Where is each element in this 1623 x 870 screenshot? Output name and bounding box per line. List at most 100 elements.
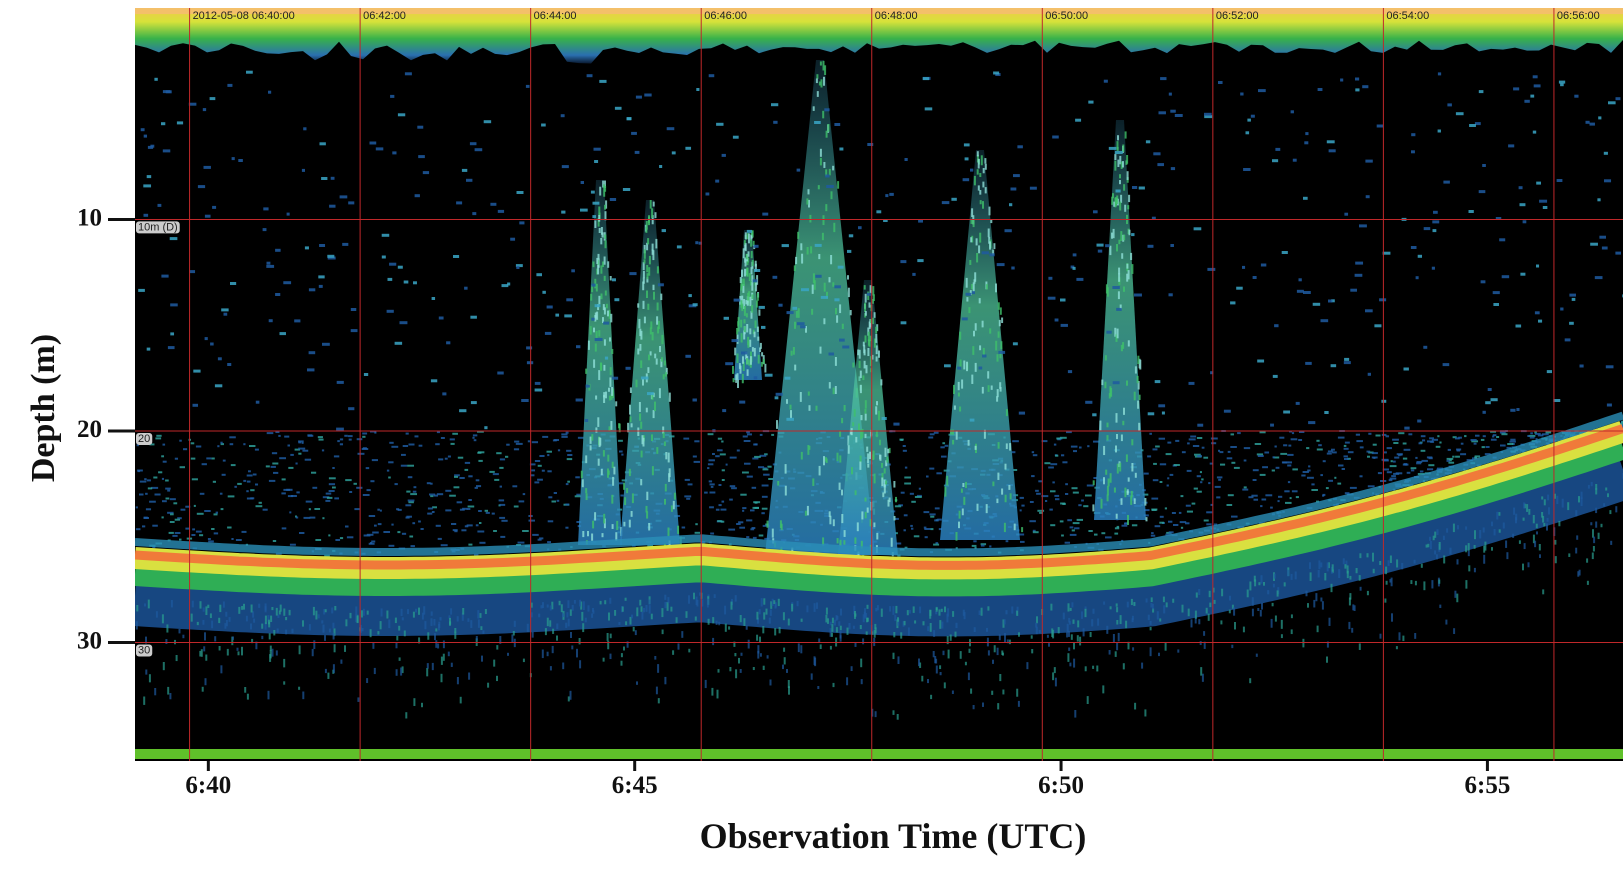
deep-echo [641, 612, 643, 620]
scatter-echo [1393, 473, 1399, 475]
target-echo [336, 428, 344, 431]
deep-echo [1116, 603, 1118, 606]
deep-echo [1349, 576, 1351, 580]
deep-echo [1598, 533, 1600, 539]
deep-echo [707, 599, 709, 608]
plume-echo [823, 162, 825, 168]
deep-echo [370, 629, 372, 637]
scatter-echo [315, 539, 321, 541]
deep-echo [592, 608, 594, 612]
plume-echo [618, 423, 620, 428]
scatter-echo [1060, 437, 1067, 439]
target-echo [867, 143, 873, 146]
deep-echo [1291, 629, 1293, 634]
target-echo [275, 293, 280, 296]
plume-echo [653, 410, 655, 418]
deep-echo [1206, 608, 1208, 614]
plume-echo [749, 340, 751, 347]
target-echo [1520, 273, 1525, 276]
target-echo [1438, 72, 1441, 75]
deep-echo [769, 618, 771, 624]
scatter-echo [710, 492, 716, 494]
plume-echo [841, 514, 843, 523]
scatter-echo [620, 495, 623, 497]
target-echo [490, 203, 496, 206]
target-echo [1230, 301, 1235, 304]
scatter-echo [403, 445, 408, 447]
plume-echo [599, 187, 601, 196]
scatter-echo [532, 534, 539, 536]
scatter-echo [281, 492, 285, 494]
deep-echo [1073, 659, 1075, 668]
plume-echo [611, 349, 613, 354]
target-echo [741, 352, 747, 355]
target-echo [858, 226, 862, 229]
target-echo [1499, 238, 1505, 241]
plume-echo [604, 276, 606, 281]
target-echo [224, 313, 228, 316]
plume-echo [755, 283, 757, 292]
deep-echo [1524, 543, 1526, 549]
target-echo [918, 220, 923, 223]
deep-echo [334, 606, 336, 610]
plume-echo [651, 208, 653, 218]
scatter-echo [366, 467, 369, 469]
target-echo [319, 244, 325, 247]
target-echo [1331, 364, 1337, 367]
plume-echo [952, 440, 954, 445]
deep-echo [1287, 570, 1289, 576]
deep-echo [1116, 643, 1118, 650]
scatter-echo [419, 445, 423, 447]
target-echo [1153, 152, 1160, 155]
plume-echo [808, 446, 810, 450]
scatter-echo [1275, 446, 1277, 448]
target-echo [1158, 404, 1165, 407]
deep-echo [1595, 522, 1597, 528]
scatter-echo [1155, 525, 1161, 527]
scatter-echo [145, 493, 148, 495]
deep-echo [622, 607, 624, 612]
target-echo [256, 401, 260, 404]
deep-echo [165, 639, 167, 644]
target-echo [917, 259, 923, 262]
deep-echo [1439, 542, 1441, 550]
plume-echo [867, 508, 869, 513]
deep-echo [893, 632, 895, 637]
plume-echo [644, 259, 646, 263]
plume-echo [600, 363, 602, 371]
deep-echo [826, 608, 828, 615]
plume-echo [857, 522, 859, 531]
target-echo [1293, 159, 1297, 162]
target-echo [147, 175, 151, 178]
target-echo [1411, 133, 1415, 136]
plume-echo [644, 317, 646, 324]
plume-echo [592, 521, 594, 529]
target-echo [867, 293, 871, 296]
plume-echo [610, 367, 612, 375]
scatter-echo [945, 445, 949, 447]
scatter-echo [479, 522, 481, 524]
plume-echo [748, 233, 750, 243]
scatter-echo [253, 474, 257, 476]
scatter-echo [1006, 540, 1009, 542]
deep-echo [547, 652, 549, 656]
target-echo [893, 423, 899, 426]
scatter-echo [1262, 499, 1267, 501]
target-echo [1329, 149, 1336, 152]
scatter-echo [1437, 435, 1439, 437]
plume-echo [959, 511, 961, 519]
plume-echo [1117, 160, 1119, 167]
scatter-echo [1391, 460, 1393, 462]
target-echo [1447, 103, 1451, 106]
scatter-echo [1272, 470, 1275, 472]
deep-echo [480, 613, 482, 618]
scatter-echo [1054, 444, 1056, 446]
scatter-echo [707, 467, 709, 469]
plume-echo [653, 202, 655, 207]
deep-echo [527, 624, 529, 632]
echogram-time-label: 06:42:00 [363, 10, 406, 22]
scatter-echo [1149, 433, 1152, 435]
plume-echo [740, 277, 742, 283]
plume-echo [842, 324, 844, 329]
plume-echo [1126, 155, 1128, 164]
